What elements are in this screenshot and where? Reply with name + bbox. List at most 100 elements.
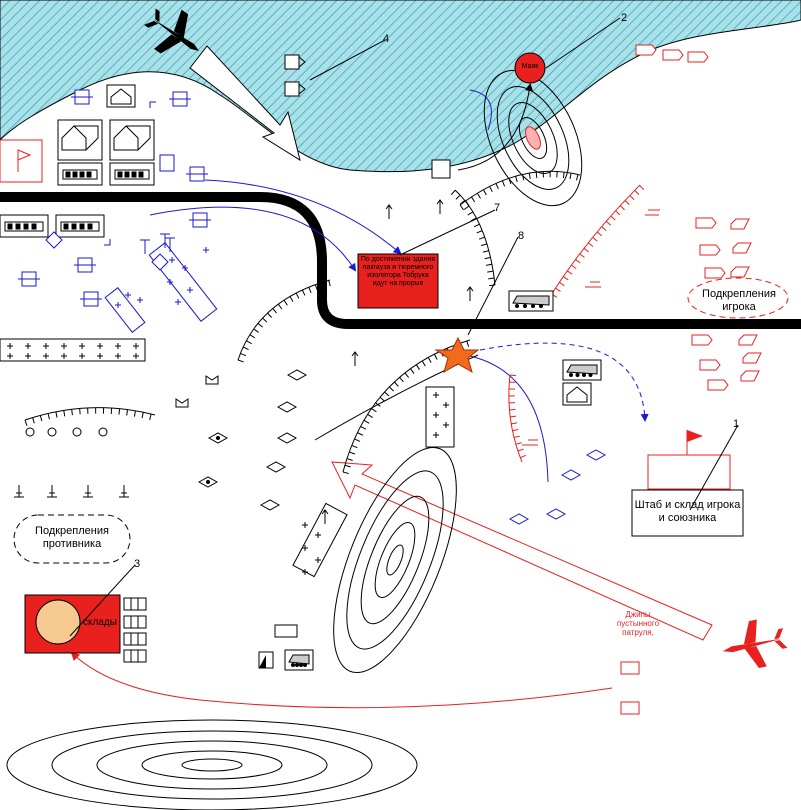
trench-tick bbox=[476, 192, 481, 199]
enemy-unit-icon bbox=[45, 231, 63, 249]
enemy-unit-icon bbox=[151, 253, 169, 271]
enemy-aircraft-icon bbox=[144, 8, 199, 54]
trench-tick bbox=[535, 171, 538, 179]
tank-icon bbox=[57, 162, 103, 186]
trench-tick bbox=[575, 259, 581, 264]
trench-tick bbox=[555, 287, 561, 292]
trench-tick bbox=[283, 299, 288, 306]
trench-tick bbox=[342, 471, 349, 475]
trench-tick bbox=[71, 409, 73, 416]
trench-tick bbox=[629, 195, 635, 200]
trench-tick bbox=[576, 174, 579, 181]
trench-tick bbox=[509, 408, 516, 411]
mine-plus bbox=[43, 343, 49, 349]
trench-tick bbox=[569, 173, 572, 180]
diamond-marker bbox=[265, 461, 287, 473]
warehouse-storage-boxes bbox=[123, 597, 147, 663]
trench-tick bbox=[24, 419, 28, 426]
trench-tick bbox=[455, 194, 461, 200]
tank-icon bbox=[0, 214, 49, 238]
trench-tick bbox=[482, 189, 487, 196]
enemy-units bbox=[18, 89, 211, 307]
hq-flag-box[interactable] bbox=[647, 454, 731, 490]
trench-tick bbox=[521, 174, 525, 181]
mine-plus bbox=[302, 545, 308, 551]
trench-tick bbox=[482, 250, 489, 253]
player-unit-icon bbox=[732, 242, 752, 254]
trench-tick bbox=[517, 448, 524, 452]
enemy-unit-icon bbox=[159, 154, 175, 172]
trench-tick bbox=[563, 276, 569, 281]
player-tank-icon bbox=[691, 334, 713, 346]
mine-plus bbox=[443, 422, 449, 428]
pillbox-icon bbox=[431, 159, 451, 179]
barracks-group bbox=[0, 84, 592, 406]
trench-tick bbox=[427, 357, 432, 363]
barracks-icon bbox=[57, 119, 103, 161]
vehicle-icon bbox=[284, 649, 314, 671]
trench-tick bbox=[624, 200, 630, 205]
southern-hill bbox=[6, 719, 418, 810]
vehicle-icon bbox=[508, 290, 554, 312]
player-unit-icon bbox=[742, 352, 762, 364]
trench-tick bbox=[615, 210, 621, 216]
trench-tick bbox=[596, 231, 603, 237]
trench-tick bbox=[562, 172, 565, 179]
advance-mark bbox=[466, 286, 474, 301]
mine-plus bbox=[133, 353, 139, 359]
trench-tick bbox=[63, 410, 66, 417]
trench-tick bbox=[47, 413, 50, 420]
trench-tick bbox=[363, 419, 370, 424]
trench-tick bbox=[272, 308, 278, 314]
trench-tick bbox=[141, 412, 144, 419]
trench-tick bbox=[246, 340, 252, 345]
trench-tick bbox=[605, 220, 612, 226]
advance-mark bbox=[351, 351, 359, 366]
jeep-icon bbox=[620, 701, 640, 715]
mine-plus bbox=[25, 343, 31, 349]
barracks-icon bbox=[562, 382, 592, 406]
vehicles bbox=[258, 159, 602, 671]
breakthrough-note-box bbox=[357, 253, 439, 309]
mine-plus bbox=[115, 302, 121, 308]
trench-tick bbox=[466, 340, 470, 347]
trench-tick bbox=[253, 328, 259, 333]
trench-tick bbox=[262, 317, 268, 323]
trench-tick bbox=[463, 205, 470, 210]
trench-tick bbox=[583, 247, 589, 253]
trench-tick bbox=[354, 438, 361, 442]
lighthouse-icon[interactable] bbox=[514, 52, 546, 84]
trench-tick bbox=[32, 417, 35, 424]
advance-mark bbox=[385, 204, 393, 219]
trench-tick bbox=[349, 451, 356, 455]
player-tank-icon bbox=[662, 49, 684, 61]
enemy-gun-icon bbox=[104, 239, 111, 246]
mine-plus bbox=[315, 557, 321, 563]
air-strike-arrow bbox=[189, 45, 301, 162]
player-tank-icon bbox=[695, 217, 717, 229]
mine-plus bbox=[443, 402, 449, 408]
mine-plus bbox=[61, 343, 67, 349]
mine-plus bbox=[43, 353, 49, 359]
trench-tick bbox=[592, 236, 598, 242]
mine-plus bbox=[433, 432, 439, 438]
trench-tick bbox=[388, 386, 394, 392]
ammo-crate bbox=[274, 624, 298, 638]
trench-tick bbox=[471, 196, 476, 203]
trench-tick bbox=[478, 236, 485, 240]
mortar-mark bbox=[47, 427, 57, 437]
player-reinforcements-area[interactable] bbox=[687, 277, 789, 319]
mortar-mark bbox=[98, 427, 108, 437]
trench-tick bbox=[346, 458, 353, 461]
trench-tick bbox=[587, 242, 594, 247]
marker-4: 4 bbox=[383, 33, 390, 45]
trench-tick bbox=[465, 200, 470, 207]
player-units bbox=[522, 44, 762, 715]
trench-tick bbox=[433, 353, 438, 360]
player-tank-icon bbox=[707, 379, 729, 391]
trench-tick bbox=[601, 226, 607, 231]
enemy-reinforcements-area[interactable] bbox=[13, 514, 131, 564]
enemy-gun-icon bbox=[149, 101, 156, 108]
mortar-mark bbox=[25, 427, 35, 437]
